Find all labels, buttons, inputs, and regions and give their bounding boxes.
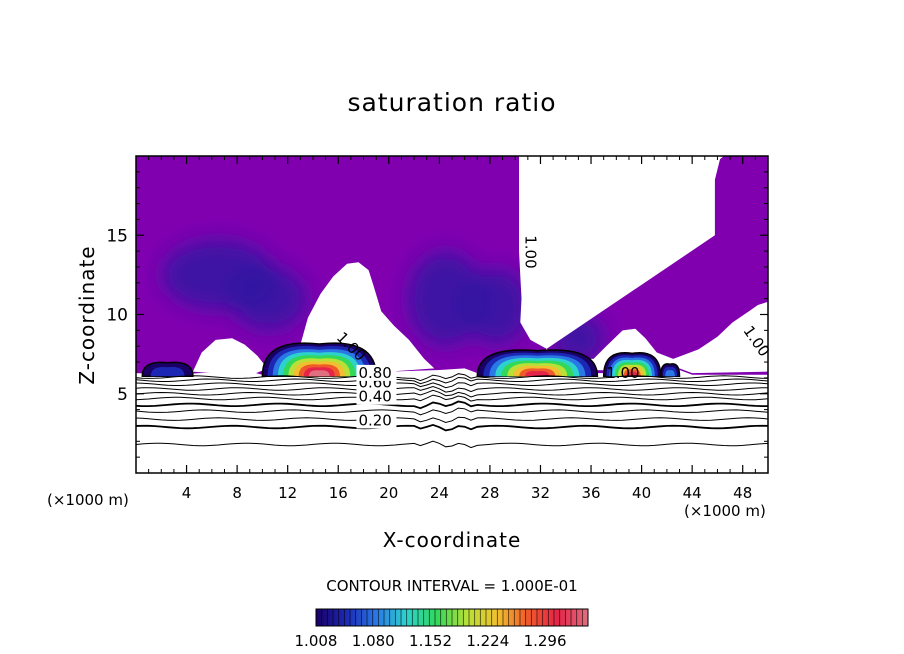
- left-gap: [192, 338, 268, 374]
- colorbar-divisions: [321, 609, 583, 626]
- contour-line: [136, 440, 768, 449]
- x-tick-label: 20: [379, 484, 398, 502]
- cell-layer: [665, 370, 675, 377]
- contour-line: [136, 423, 768, 432]
- colorbar-tick-label: 1.224: [466, 632, 509, 650]
- colorbar-tick-label: 1.152: [409, 632, 452, 650]
- y-tick-label: 10: [106, 306, 128, 326]
- contour-label-bg: [356, 364, 397, 381]
- x-unit-left: (×1000 m): [47, 491, 129, 509]
- x-tick-label: 24: [430, 484, 449, 502]
- supersaturated-cells: [141, 342, 681, 378]
- contour-label: 0.40: [358, 388, 391, 406]
- colorbar-tick-label: 1.008: [295, 632, 338, 650]
- contour-interval-text: CONTOUR INTERVAL = 1.000E-01: [326, 577, 578, 595]
- x-tick-label: 28: [480, 484, 499, 502]
- contour-line: [136, 373, 768, 382]
- contour-line: [136, 389, 768, 398]
- dark-blob: [230, 266, 307, 331]
- x-tick-label: 44: [683, 484, 702, 502]
- x-tick-label: 8: [232, 484, 242, 502]
- contour-line: [136, 400, 768, 410]
- y-axis-label: Z-coordinate: [75, 245, 99, 385]
- cell-layer: [150, 367, 185, 377]
- cell-layer: [308, 370, 330, 377]
- dark-blob: [463, 268, 530, 345]
- dark-blob: [407, 251, 484, 347]
- x-tick-label: 32: [531, 484, 550, 502]
- cell-layer: [525, 371, 550, 377]
- contour-lines: [136, 373, 768, 449]
- y-axis-ticks: 5 10 15: [106, 171, 768, 458]
- contour-label: 1.00: [606, 364, 639, 382]
- x-tick-label: 4: [182, 484, 192, 502]
- contour-label: 0.80: [358, 364, 391, 382]
- x-tick-label: 12: [278, 484, 297, 502]
- contour-labels: 0.200.400.600.801.001.001.001.00: [333, 235, 773, 429]
- colorbar-tick-label: 1.080: [352, 632, 395, 650]
- x-unit-right: (×1000 m): [684, 502, 766, 520]
- colorbar-tick-label: 1.296: [524, 632, 567, 650]
- right-clear-column: [515, 156, 768, 374]
- cell-layer: [626, 371, 638, 377]
- colorbar-ticks: 1.008 1.080 1.152 1.224 1.296: [295, 632, 567, 650]
- contour-line: [136, 394, 768, 402]
- contour-label-bg: [356, 412, 397, 429]
- x-tick-label: 48: [733, 484, 752, 502]
- contour-line: [136, 376, 768, 385]
- x-tick-label: 40: [632, 484, 651, 502]
- contour-line: [136, 382, 768, 389]
- contour-line: [136, 416, 768, 424]
- chart-title: saturation ratio: [347, 88, 557, 117]
- y-tick-label: 15: [106, 226, 128, 246]
- contour-line: [136, 407, 768, 416]
- x-axis-ticks: 4 8 12 16 20 24 28 32 36 40 44 48: [148, 156, 756, 502]
- x-axis-label: X-coordinate: [382, 528, 522, 552]
- y-tick-label: 5: [117, 385, 128, 405]
- x-tick-label: 36: [581, 484, 600, 502]
- contour-label: 0.20: [358, 411, 391, 429]
- contour-label: 1.00: [521, 235, 539, 268]
- contour-label-bg: [356, 388, 397, 405]
- x-tick-label: 16: [329, 484, 348, 502]
- field-layer: [136, 156, 768, 473]
- contour-line: [136, 385, 768, 393]
